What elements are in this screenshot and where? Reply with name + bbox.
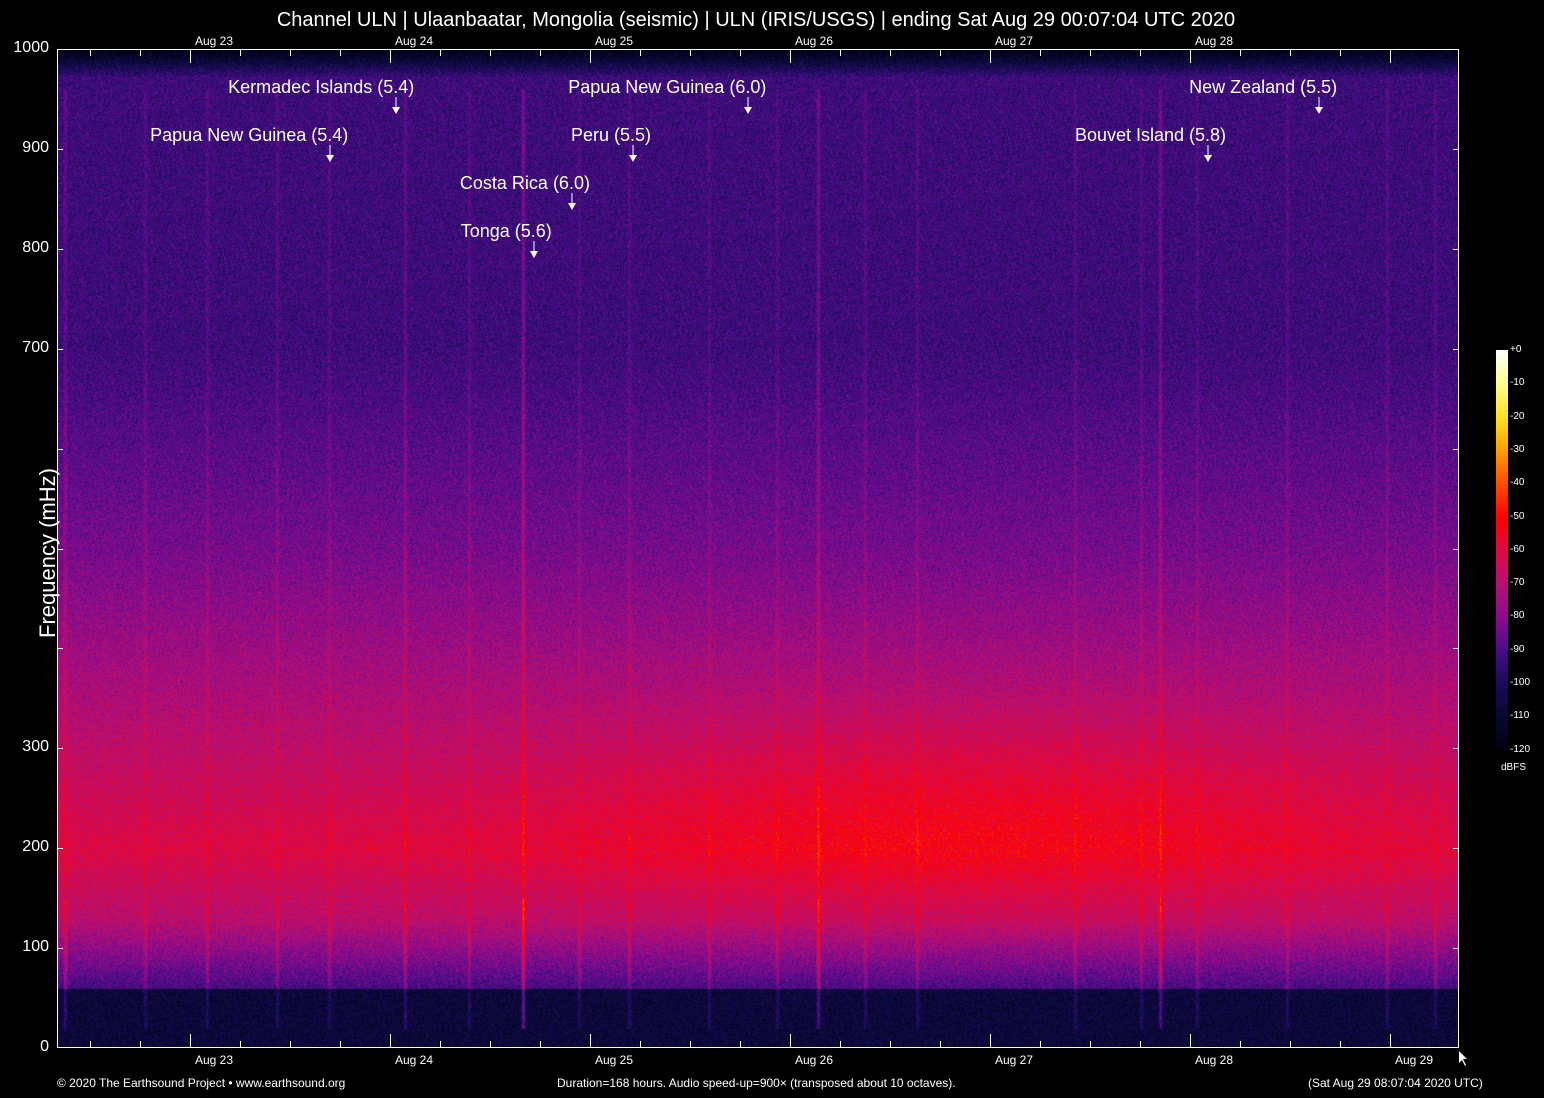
event-label: Papua New Guinea (5.4) xyxy=(150,125,349,145)
event-label: Kermadec Islands (5.4) xyxy=(228,77,415,97)
cursor-arrow-icon xyxy=(1459,1051,1467,1066)
y-tick-label: 200 xyxy=(22,838,49,856)
colorbar-tick-label: -10 xyxy=(1510,377,1525,389)
colorbar-tick-label: -90 xyxy=(1510,643,1525,655)
event-arrow-icon xyxy=(567,193,576,210)
event-label: Costa Rica (6.0) xyxy=(459,173,590,193)
y-tick-label: 100 xyxy=(22,938,49,956)
colorbar-tick-label: -30 xyxy=(1510,443,1525,455)
x-tick-label-top: Aug 25 xyxy=(595,34,634,48)
x-tick-label-bottom: Aug 28 xyxy=(1195,1053,1234,1067)
event-arrow-icon xyxy=(1315,97,1324,114)
event-label: Papua New Guinea (6.0) xyxy=(568,77,767,97)
event-label: Tonga (5.6) xyxy=(460,221,552,241)
event-label: Peru (5.5) xyxy=(571,125,652,145)
x-tick-label-bottom: Aug 27 xyxy=(995,1053,1034,1067)
x-tick-label-bottom: Aug 29 xyxy=(1395,1053,1434,1067)
colorbar-tick-label: -120 xyxy=(1510,743,1531,755)
event-arrow-icon xyxy=(326,145,335,162)
event-arrow-icon xyxy=(392,97,401,114)
x-tick-label-top: Aug 26 xyxy=(795,34,834,48)
colorbar-tick-label: -60 xyxy=(1510,543,1525,555)
colorbar-tick-label: -20 xyxy=(1510,410,1525,422)
colorbar-tick-label: -100 xyxy=(1510,677,1531,688)
footer-duration: Duration=168 hours. Audio speed-up=900× … xyxy=(557,1076,956,1090)
y-tick-label: 700 xyxy=(22,338,49,356)
y-tick-label: 300 xyxy=(22,738,49,756)
event-arrow-icon xyxy=(629,145,638,162)
x-tick-label-bottom: Aug 23 xyxy=(195,1053,234,1067)
colorbar-tick-label: -110 xyxy=(1510,710,1530,722)
x-tick-label-bottom: Aug 24 xyxy=(395,1053,434,1067)
x-tick-label-bottom: Aug 26 xyxy=(795,1053,834,1067)
event-label: New Zealand (5.5) xyxy=(1189,77,1338,97)
event-label: Bouvet Island (5.8) xyxy=(1074,125,1227,145)
y-tick-label: 900 xyxy=(22,138,49,156)
y-axis-label: Frequency (mHz) xyxy=(35,468,60,638)
x-tick-label-top: Aug 28 xyxy=(1195,34,1234,48)
colorbar-tick-label: -50 xyxy=(1510,510,1525,522)
colorbar-label: dBFS xyxy=(1501,762,1527,773)
event-arrow-icon xyxy=(529,241,538,258)
colorbar-tick-label: -80 xyxy=(1510,610,1525,622)
colorbar-tick-label: -40 xyxy=(1510,477,1525,489)
footer-copyright: © 2020 The Earthsound Project • www.eart… xyxy=(57,1076,346,1090)
x-tick-label-top: Aug 23 xyxy=(195,34,234,48)
chart-title: Channel ULN | Ulaanbaatar, Mongolia (sei… xyxy=(276,9,1236,31)
y-tick-label: 800 xyxy=(22,238,49,256)
spectrogram-heatmap xyxy=(57,49,1459,1048)
colorbar xyxy=(1496,350,1508,750)
footer-timestamp: (Sat Aug 29 08:07:04 2020 UTC) xyxy=(1308,1076,1483,1090)
x-tick-label-top: Aug 24 xyxy=(395,34,434,48)
y-tick-label: 1000 xyxy=(13,39,49,56)
event-arrow-icon xyxy=(744,97,753,114)
x-tick-label-top: Aug 27 xyxy=(995,34,1034,48)
plot-axes xyxy=(57,49,1459,1048)
event-arrow-icon xyxy=(1204,145,1213,162)
x-tick-label-bottom: Aug 25 xyxy=(595,1053,634,1067)
y-tick-label: 0 xyxy=(40,1038,49,1055)
colorbar-tick-label: -70 xyxy=(1510,577,1525,589)
spectrogram-plot xyxy=(57,49,1459,1048)
colorbar-tick-label: +0 xyxy=(1510,344,1522,355)
